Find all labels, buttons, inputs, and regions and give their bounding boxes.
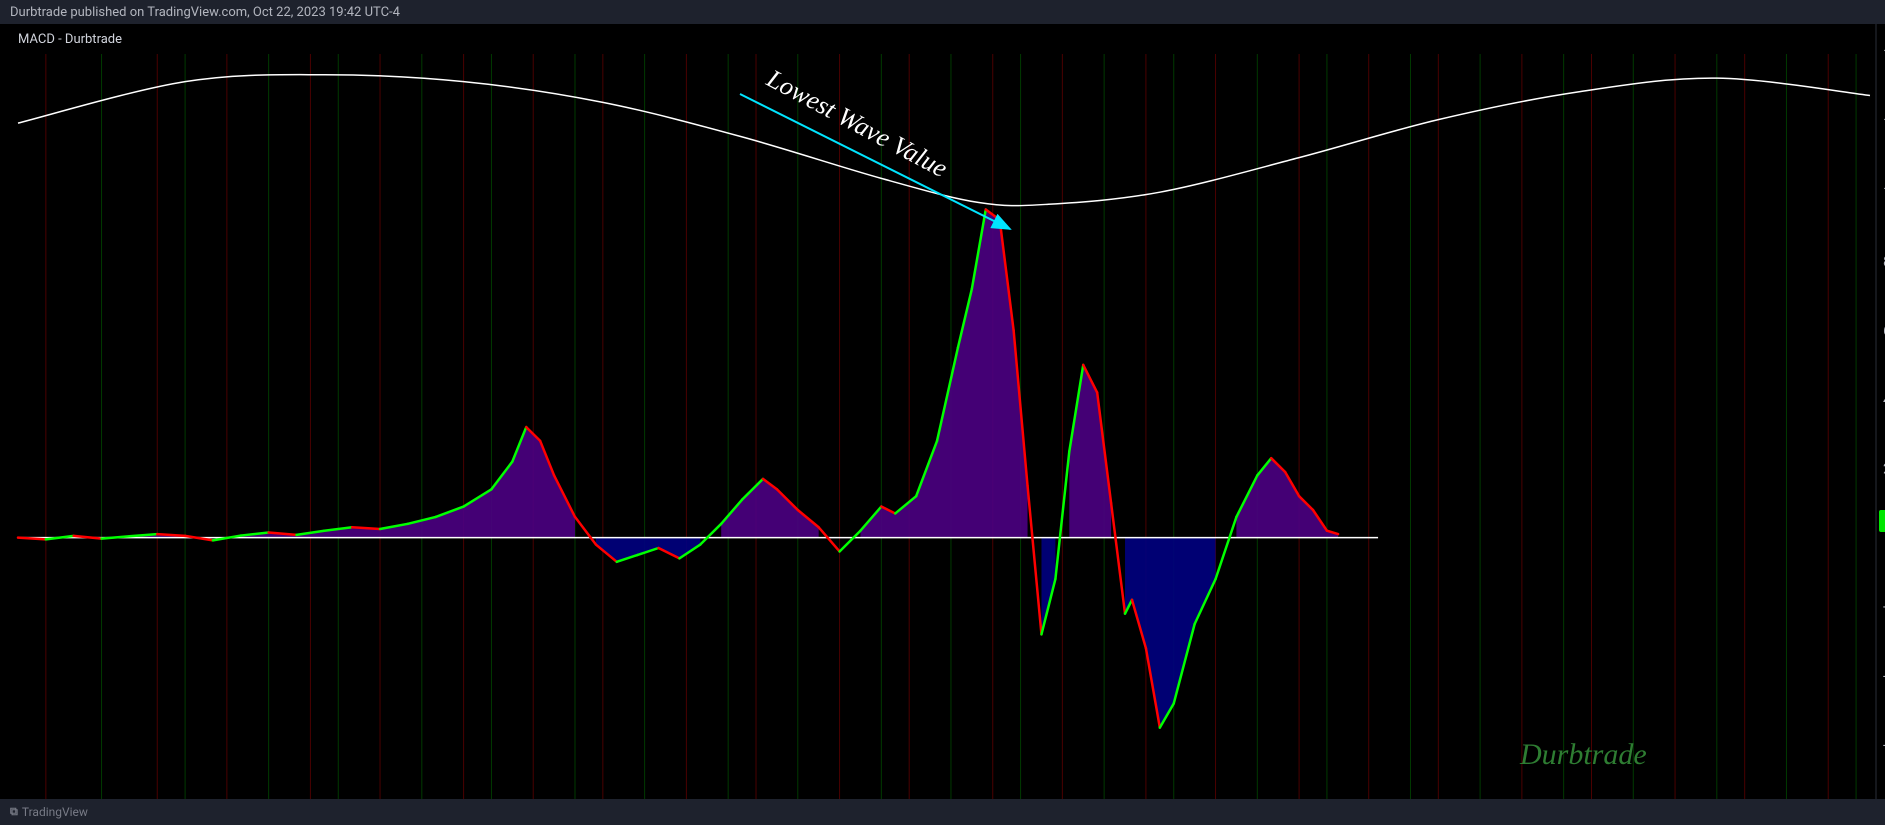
- header-bar: Durbtrade published on TradingView.com, …: [0, 0, 1885, 24]
- chart-canvas[interactable]: Lowest Wave ValueDurbtrade14000120001000…: [0, 24, 1885, 799]
- publish-info: Durbtrade published on TradingView.com, …: [10, 5, 400, 20]
- tradingview-logo-icon: ⧉︎: [10, 805, 18, 819]
- brand-label: TradingView: [22, 805, 88, 819]
- footer-bar: ⧉︎ TradingView: [0, 799, 1885, 825]
- svg-text:Durbtrade: Durbtrade: [1519, 738, 1647, 771]
- indicator-label: MACD - Durbtrade: [18, 32, 122, 47]
- chart-area[interactable]: MACD - Durbtrade Lowest Wave ValueDurbtr…: [0, 24, 1885, 799]
